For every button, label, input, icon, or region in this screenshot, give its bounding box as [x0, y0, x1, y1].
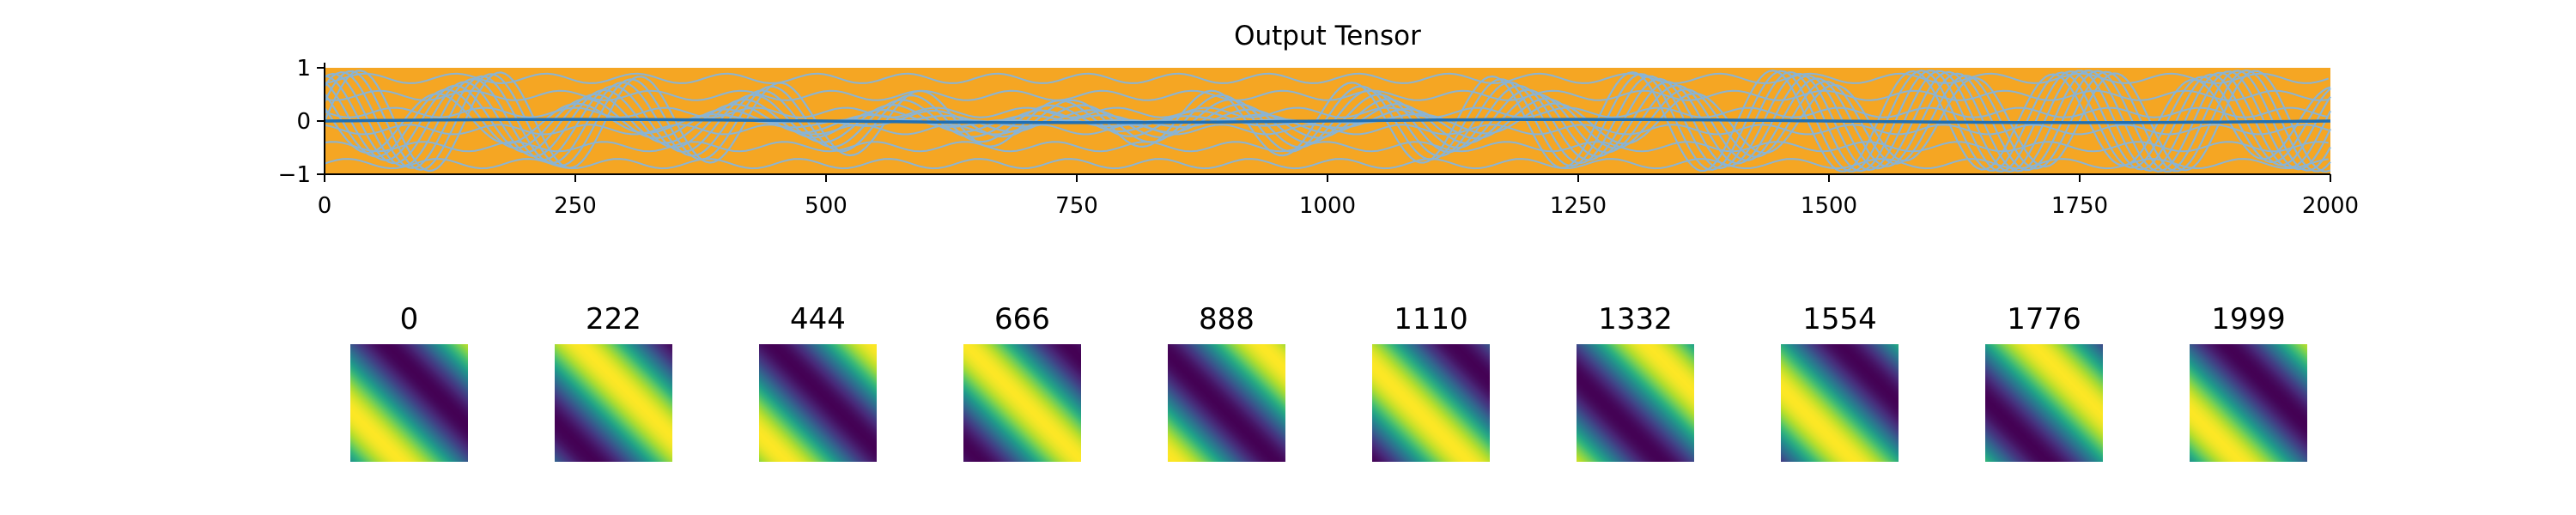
- panel-title: 222: [586, 302, 641, 336]
- x-tick-label: 1000: [1299, 193, 1356, 219]
- panel-title: 1554: [1802, 302, 1877, 336]
- axes: 0 250 500 750 1000 1250 1500 1750 2000 −1 0 1: [278, 56, 2359, 219]
- mean-line: [324, 118, 2331, 124]
- x-tick-label: 1750: [2051, 193, 2108, 219]
- heatmap-image: [1985, 344, 2103, 462]
- heatmap-image: [350, 344, 468, 462]
- signal-line: [324, 106, 2329, 118]
- signal-line: [324, 70, 2331, 173]
- heatmap-image: [2190, 344, 2307, 462]
- y-tick-label: 1: [296, 56, 311, 82]
- heatmap-panel: 1332: [1577, 302, 1694, 462]
- signal-line: [324, 158, 2329, 170]
- x-tick-label: 2000: [2302, 193, 2359, 219]
- heatmap-panel: 1999: [2190, 302, 2307, 462]
- heatmap-panel: 1110: [1372, 302, 1490, 462]
- heatmap-panel: 222: [555, 302, 672, 462]
- x-tick-label: 1250: [1550, 193, 1607, 219]
- x-tick-label: 250: [554, 193, 597, 219]
- heatmap-panel: 444: [759, 302, 877, 462]
- heatmap-panel: 888: [1168, 302, 1285, 462]
- x-tick-label: 750: [1055, 193, 1098, 219]
- x-tick-label: 1500: [1801, 193, 1857, 219]
- heatmap-image: [1781, 344, 1899, 462]
- heatmap-image: [555, 344, 672, 462]
- signal-line: [324, 89, 2329, 101]
- y-tick-label: 0: [296, 109, 311, 135]
- heatmap-panel: 0: [350, 302, 468, 462]
- panel-title: 444: [790, 302, 846, 336]
- signal-line: [324, 70, 2331, 173]
- panel-title: 0: [400, 302, 419, 336]
- signal-line: [324, 141, 2329, 153]
- panel-title: 666: [994, 302, 1050, 336]
- heatmap-panels: 0 222 444 666 888 1110 1332 1554 1776 1999: [350, 302, 2307, 462]
- heatmap-panel: 1554: [1781, 302, 1899, 462]
- signal-line: [324, 72, 2330, 84]
- heatmap-panel: 666: [963, 302, 1081, 462]
- x-tick-label: 500: [805, 193, 848, 219]
- panel-title: 1776: [2007, 302, 2081, 336]
- heatmap-image: [1577, 344, 1694, 462]
- heatmap-image: [963, 344, 1081, 462]
- signal-line: [324, 70, 2331, 173]
- series-layer: [323, 68, 2331, 174]
- panel-title: 1999: [2211, 302, 2286, 336]
- panel-title: 1332: [1598, 302, 1673, 336]
- x-tick-label: 0: [318, 193, 332, 219]
- signal-line: [324, 124, 2330, 136]
- heatmap-panel: 1776: [1985, 302, 2103, 462]
- panel-title: 888: [1199, 302, 1255, 336]
- heatmap-image: [1372, 344, 1490, 462]
- heatmap-image: [1168, 344, 1285, 462]
- y-tick-label: −1: [278, 162, 311, 188]
- heatmap-image: [759, 344, 877, 462]
- chart-title: Output Tensor: [1234, 21, 1421, 52]
- panel-title: 1110: [1394, 302, 1468, 336]
- line-plot: 0 250 500 750 1000 1250 1500 1750 2000 −1 0 1: [278, 56, 2359, 219]
